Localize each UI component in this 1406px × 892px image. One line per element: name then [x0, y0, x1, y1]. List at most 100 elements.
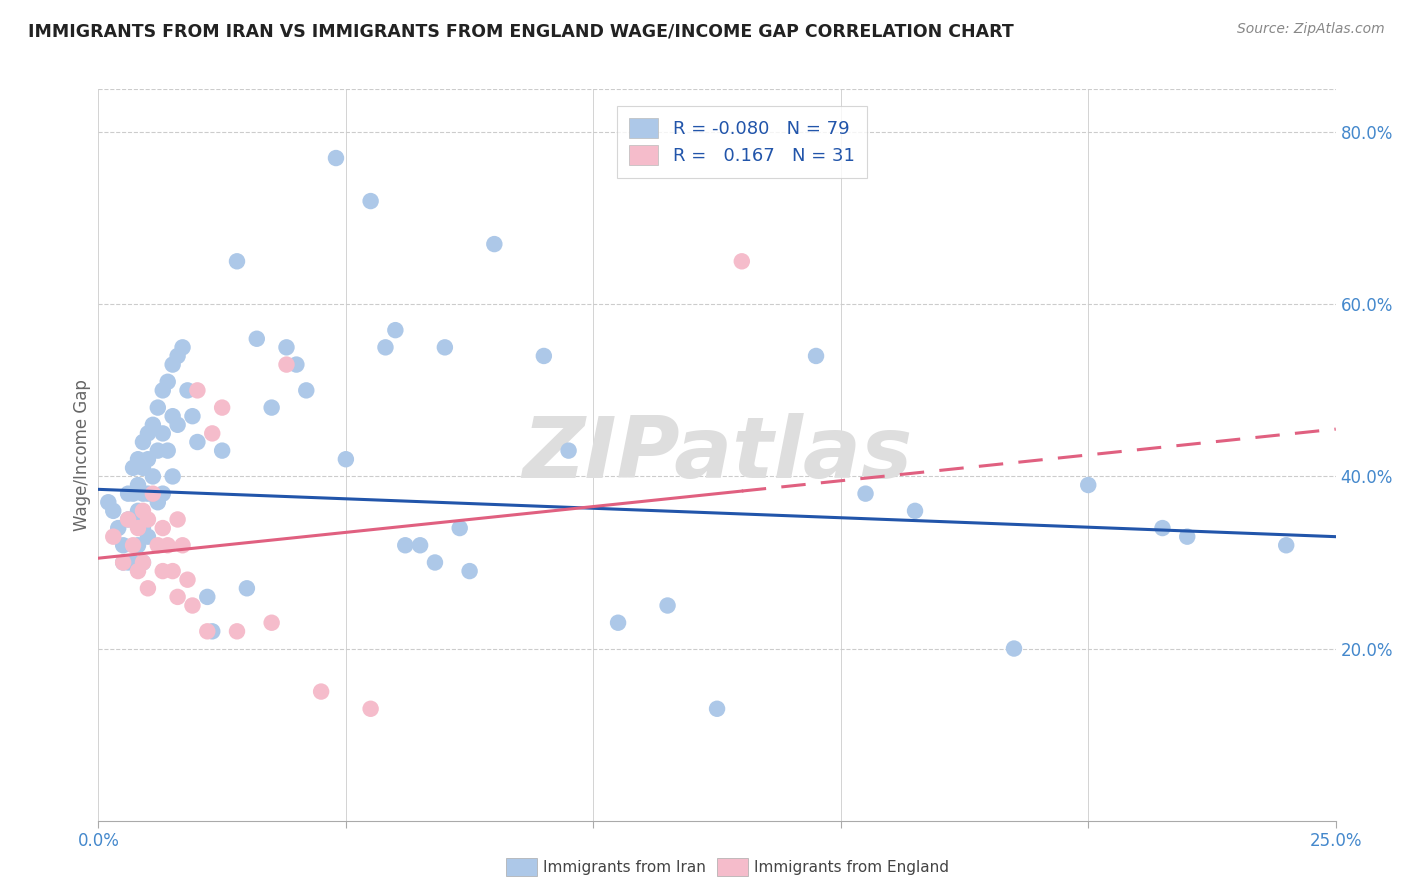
Text: Source: ZipAtlas.com: Source: ZipAtlas.com [1237, 22, 1385, 37]
Point [201, 624, 224, 639]
Point [394, 538, 416, 552]
Point [132, 486, 155, 500]
Point [146, 495, 169, 509]
Point [1002, 641, 1025, 656]
Point [276, 358, 298, 372]
Point [1275, 538, 1298, 552]
Point [449, 521, 471, 535]
Point [132, 556, 155, 570]
Point [152, 564, 174, 578]
Point [162, 469, 184, 483]
Point [132, 556, 155, 570]
Point [132, 435, 155, 450]
Point [186, 435, 208, 450]
Point [1077, 478, 1099, 492]
Y-axis label: Wage/Income Gap: Wage/Income Gap [73, 379, 91, 531]
Point [176, 384, 198, 398]
Point [166, 417, 188, 432]
Point [152, 426, 174, 441]
Point [731, 254, 754, 268]
Point [166, 590, 188, 604]
Point [409, 538, 432, 552]
Point [127, 564, 149, 578]
Point [156, 375, 179, 389]
Point [127, 521, 149, 535]
Point [136, 486, 159, 500]
Point [117, 512, 139, 526]
Point [1152, 521, 1174, 535]
Point [103, 530, 125, 544]
Point [117, 486, 139, 500]
Point [211, 401, 233, 415]
Point [117, 556, 139, 570]
Point [142, 486, 165, 500]
Point [309, 684, 332, 698]
Point [246, 332, 269, 346]
Point [142, 417, 165, 432]
Point [533, 349, 555, 363]
Point [181, 409, 204, 424]
Point [136, 426, 159, 441]
Point [706, 702, 728, 716]
Text: Immigrants from England: Immigrants from England [754, 861, 949, 875]
Point [657, 599, 679, 613]
Point [384, 323, 406, 337]
Point [360, 194, 382, 208]
Point [103, 504, 125, 518]
Point [172, 340, 194, 354]
Point [557, 443, 579, 458]
Point [152, 384, 174, 398]
Point [172, 538, 194, 552]
Point [162, 564, 184, 578]
Point [122, 512, 145, 526]
Point [855, 486, 877, 500]
Text: Immigrants from Iran: Immigrants from Iran [543, 861, 706, 875]
Point [433, 340, 456, 354]
Point [260, 615, 283, 630]
Point [285, 358, 308, 372]
Point [132, 504, 155, 518]
Point [152, 486, 174, 500]
Point [112, 538, 135, 552]
Point [156, 538, 179, 552]
Point [236, 582, 259, 596]
Point [295, 384, 318, 398]
Point [211, 443, 233, 458]
Point [360, 702, 382, 716]
Point [201, 426, 224, 441]
Point [156, 443, 179, 458]
Point [423, 556, 446, 570]
Point [325, 151, 347, 165]
Point [97, 495, 120, 509]
Legend: R = -0.080   N = 79, R =   0.167   N = 31: R = -0.080 N = 79, R = 0.167 N = 31 [617, 105, 868, 178]
Point [132, 460, 155, 475]
Point [607, 615, 630, 630]
Point [335, 452, 357, 467]
Point [226, 254, 249, 268]
Point [260, 401, 283, 415]
Point [226, 624, 249, 639]
Point [152, 521, 174, 535]
Point [166, 349, 188, 363]
Point [484, 237, 506, 252]
Point [122, 556, 145, 570]
Point [122, 486, 145, 500]
Point [136, 512, 159, 526]
Point [146, 443, 169, 458]
Point [136, 530, 159, 544]
Point [112, 556, 135, 570]
Point [127, 504, 149, 518]
Point [142, 469, 165, 483]
Point [176, 573, 198, 587]
Point [122, 460, 145, 475]
Point [127, 538, 149, 552]
Point [162, 358, 184, 372]
Text: IMMIGRANTS FROM IRAN VS IMMIGRANTS FROM ENGLAND WAGE/INCOME GAP CORRELATION CHAR: IMMIGRANTS FROM IRAN VS IMMIGRANTS FROM … [28, 22, 1014, 40]
Point [127, 452, 149, 467]
Point [904, 504, 927, 518]
Point [162, 409, 184, 424]
Point [127, 478, 149, 492]
Point [146, 538, 169, 552]
Point [136, 452, 159, 467]
Point [146, 401, 169, 415]
